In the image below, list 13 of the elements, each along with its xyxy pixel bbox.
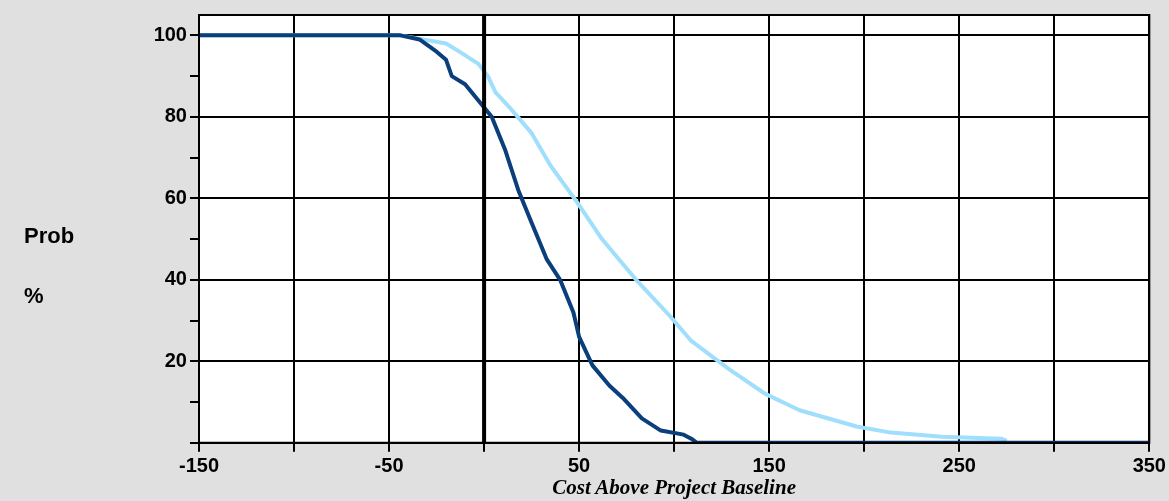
y-tick-label: 20 xyxy=(164,348,187,371)
x-tick-label: -50 xyxy=(374,454,404,477)
x-tick-label: -150 xyxy=(178,454,220,477)
x-axis-title: Cost Above Project Baseline xyxy=(552,474,796,499)
y-tick-label: 60 xyxy=(164,185,187,208)
x-tick-label: 250 xyxy=(942,454,976,477)
y-tick-label: 100 xyxy=(153,22,187,45)
x-tick-label: 150 xyxy=(752,454,786,477)
x-tick-label: 50 xyxy=(568,454,591,477)
y-tick-label: 80 xyxy=(164,104,187,127)
y-tick-label: 40 xyxy=(164,267,187,290)
text: Prob % xyxy=(24,223,75,308)
x-tick-label: 350 xyxy=(1132,454,1166,477)
